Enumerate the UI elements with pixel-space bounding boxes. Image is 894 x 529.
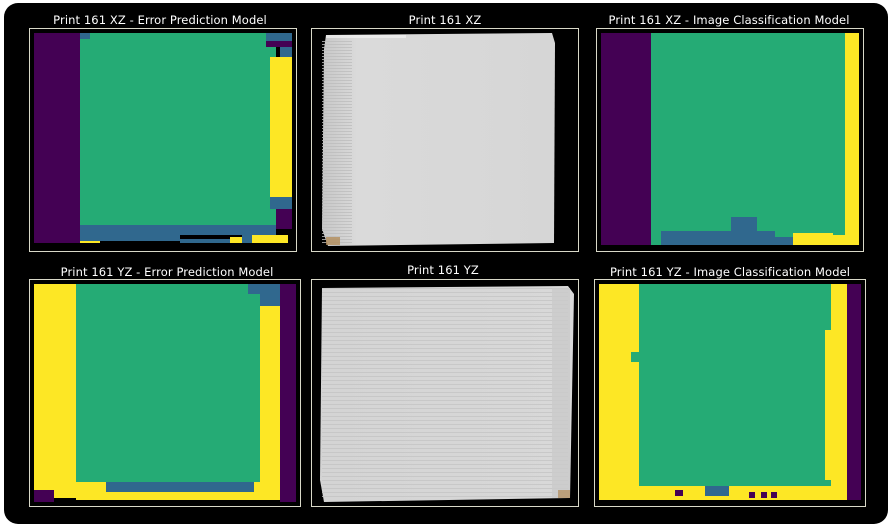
panel-title-yz-photo: Print 161 YZ <box>407 263 479 277</box>
panel-title-xz-error-prediction: Print 161 XZ - Error Prediction Model <box>53 13 267 27</box>
figure-background: Print 161 XZ - Error Prediction Model Pr… <box>4 3 888 524</box>
xz-error-prediction-map <box>29 28 297 252</box>
yz-image-classification-map <box>594 279 866 507</box>
yz-photo <box>311 279 579 507</box>
panel-title-yz-image-classification: Print 161 YZ - Image Classification Mode… <box>609 265 851 279</box>
xz-photo <box>311 28 579 252</box>
panel-title-xz-image-classification: Print 161 XZ - Image Classification Mode… <box>608 13 850 27</box>
yz-error-prediction-map <box>29 279 301 507</box>
panel-title-xz-photo: Print 161 XZ <box>408 13 482 27</box>
panel-title-yz-error-prediction: Print 161 YZ - Error Prediction Model <box>60 265 274 279</box>
xz-image-classification-map <box>596 28 864 252</box>
